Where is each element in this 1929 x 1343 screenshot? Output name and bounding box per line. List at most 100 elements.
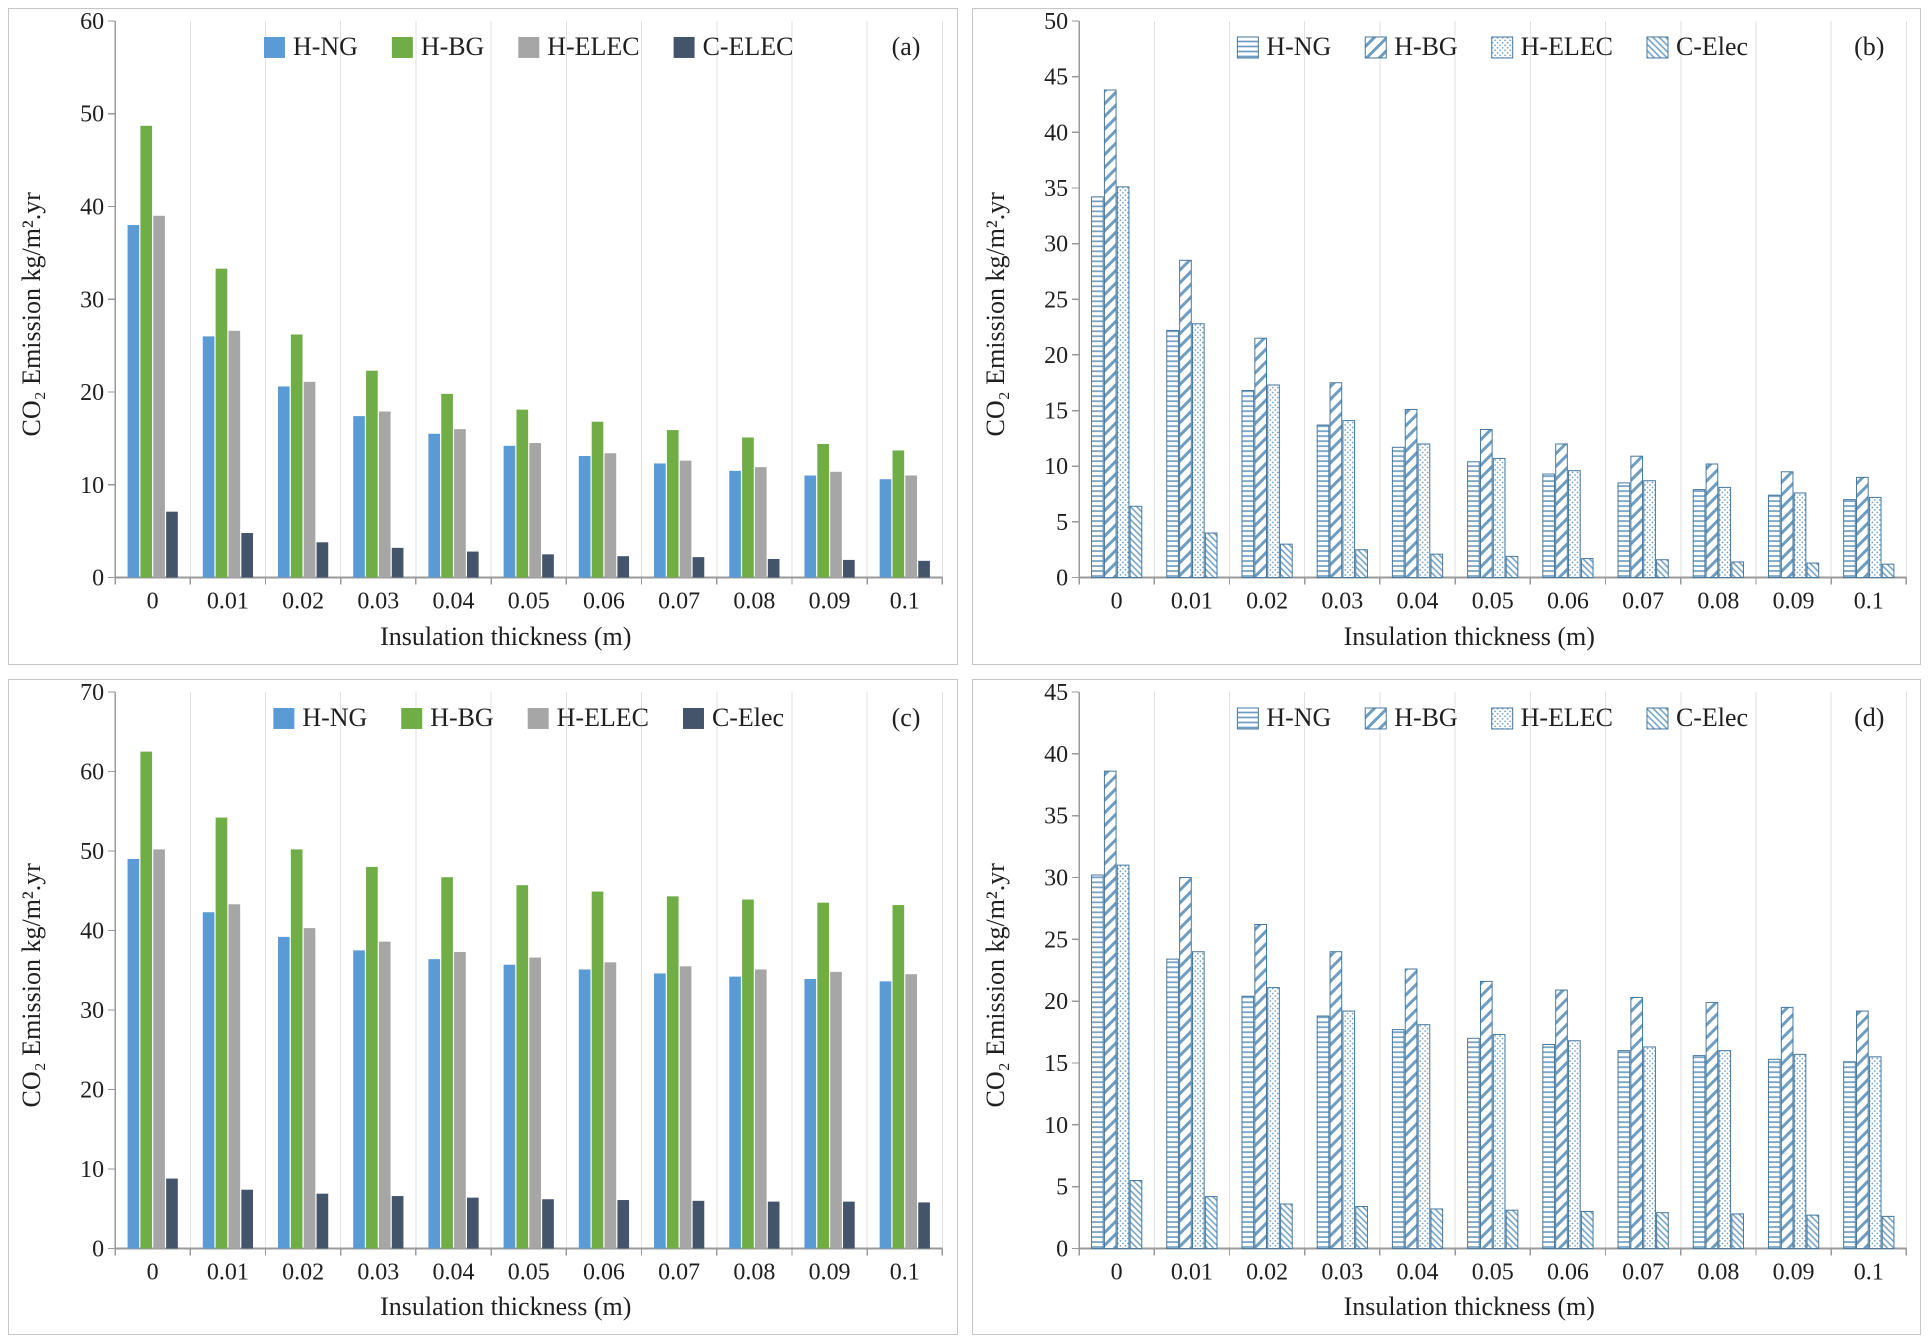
y-tick-label: 30 [80,998,104,1024]
y-tick-label: 25 [1044,287,1068,313]
bar-h-ng [1541,473,1555,579]
bar-h-ng [1541,1043,1555,1249]
bar-h-elec [1417,1023,1430,1249]
y-tick-label: 60 [80,759,104,785]
x-axis-title-b: Insulation thickness (m) [1343,621,1595,651]
bar-h-ng [578,456,591,578]
bar-h-bg [366,866,378,1249]
bar-c-elec [316,542,329,578]
x-tick-label: 0.05 [508,589,550,615]
legend-label: H-BG [1394,702,1457,731]
bar-c-elec [542,1198,554,1249]
bar-h-bg [1855,1010,1869,1249]
bar-h-bg [290,334,303,578]
bar-h-ng [1767,1058,1781,1249]
legend-swatch [1645,36,1668,59]
chart-panel-c: CO₂ Emission kg/m².yr 0 10 20 30 40 50 60 70 0 0.… [8,678,958,1335]
bar-c-elec [241,1189,254,1249]
bar-h-elec [1567,1039,1581,1249]
x-tick-label: 0.02 [1246,1259,1288,1285]
y-tick-label: 70 [80,680,104,706]
x-tick-label: 0.07 [1622,589,1664,615]
x-tick-label: 0.02 [282,1259,324,1285]
bar-h-elec [830,971,842,1249]
bar-h-ng [1316,424,1329,579]
x-tick-label: 0.01 [207,589,249,615]
bar-h-elec [1341,420,1355,579]
x-tick-label: 0.03 [1321,589,1363,615]
legend-swatch [391,36,413,58]
bar-h-ng [1240,390,1254,579]
bar-h-bg [1554,989,1568,1249]
y-tick-label: 5 [1056,1174,1068,1200]
bar-h-ng [277,936,290,1249]
bar-c-elec [1429,1207,1443,1249]
y-tick-label: 10 [1044,454,1068,480]
legend-swatch [1236,36,1259,59]
bar-h-bg [1780,471,1793,579]
legend-item: H-BG [391,32,484,61]
legend-swatch [1490,706,1513,729]
bar-h-bg [1404,968,1417,1249]
bar-c-elec [1354,1205,1368,1249]
bar-h-elec [1567,470,1581,579]
bar-h-bg [1780,1006,1793,1249]
y-tick-label: 40 [1044,741,1068,767]
legend-swatch [263,36,285,58]
bar-h-ng [202,911,215,1249]
bar-h-elec [679,460,692,578]
x-tick-label: 0.06 [583,1259,625,1285]
bar-c-elec [391,547,404,578]
bar-h-ng [503,964,516,1249]
x-tick-label: 0.1 [1853,1259,1883,1285]
bar-h-elec [228,330,241,578]
bar-h-elec [1868,1055,1882,1249]
panel-label: (b) [1854,32,1884,61]
bar-c-elec [466,551,479,578]
legend-label: H-NG [293,32,358,61]
bar-c-elec [767,558,780,578]
chart-panel-a: CO₂ Emission kg/m².yr 0 10 20 30 40 50 60 0 0.01… [8,8,958,665]
bar-h-bg [742,899,754,1249]
bar-h-bg [1554,443,1568,579]
legend-item: C-Elec [1645,702,1748,731]
bar-h-bg [1855,476,1869,579]
x-tick-label: 0.02 [282,589,324,615]
bar-h-bg [1178,876,1192,1249]
bar-h-ng [1617,1049,1630,1249]
bar-h-ng [503,445,516,578]
bar-h-ng [1090,196,1104,579]
bar-c-elec [1129,505,1142,579]
bar-h-ng [353,949,365,1249]
bar-h-bg [366,370,378,578]
bar-h-bg [591,891,604,1249]
bar-h-elec [1191,323,1205,579]
bar-h-ng [729,976,741,1249]
y-tick-label: 35 [1044,803,1068,829]
legend-item: H-NG [263,32,358,61]
bar-h-bg [666,895,679,1249]
bar-c-elec [1730,561,1744,579]
x-axis-title-a: Insulation thickness (m) [380,621,632,651]
bar-h-bg [1629,455,1643,579]
x-tick-label: 0.07 [658,1259,700,1285]
x-tick-label: 0.02 [1246,589,1288,615]
bar-c-elec [1655,1211,1669,1249]
bar-h-elec [228,903,241,1249]
x-tick-label: 0.01 [1170,1259,1212,1285]
bar-h-elec [1341,1010,1355,1249]
bar-c-elec [1730,1212,1744,1249]
bar-h-ng [578,968,591,1249]
bar-h-elec [1642,480,1656,579]
bar-c-elec [1354,549,1368,579]
bar-h-elec [1417,443,1430,579]
bar-h-elec [303,381,316,578]
y-tick-label: 50 [80,838,104,864]
y-tick-label: 45 [1044,65,1068,91]
bar-h-ng [654,463,666,578]
chart-panel-d: CO₂ Emission kg/m².yr 0 5 10 15 20 25 30 35 40 45… [971,678,1921,1335]
bar-c-elec [1806,562,1819,579]
bar-h-elec [153,215,165,578]
x-tick-label: 0.1 [890,1259,920,1285]
x-tick-label: 0.08 [733,589,775,615]
